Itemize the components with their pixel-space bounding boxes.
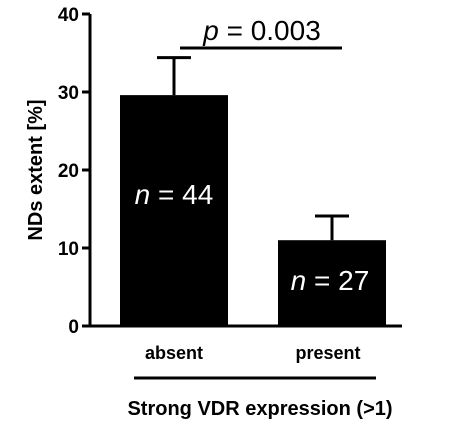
x-tick-label-absent: absent <box>145 343 203 363</box>
y-tick-label: 40 <box>58 5 79 26</box>
y-tick-label: 20 <box>58 161 79 182</box>
y-axis-title: NDs extent [%] <box>25 99 47 240</box>
x-tick-label-present: present <box>295 343 360 363</box>
y-tick-label: 30 <box>58 83 79 104</box>
bar-label-present: n = 27 <box>291 265 370 296</box>
x-axis-title: Strong VDR expression (>1) <box>127 398 392 420</box>
y-ticks: 0 10 20 30 40 <box>58 5 90 338</box>
bar-present <box>278 240 386 326</box>
bar-label-absent: n = 44 <box>135 179 214 210</box>
bars <box>120 56 386 327</box>
p-value-label: p = 0.003 <box>202 15 321 46</box>
y-tick-label: 10 <box>58 239 79 260</box>
bar-absent <box>120 95 228 327</box>
y-tick-label: 0 <box>68 317 79 338</box>
